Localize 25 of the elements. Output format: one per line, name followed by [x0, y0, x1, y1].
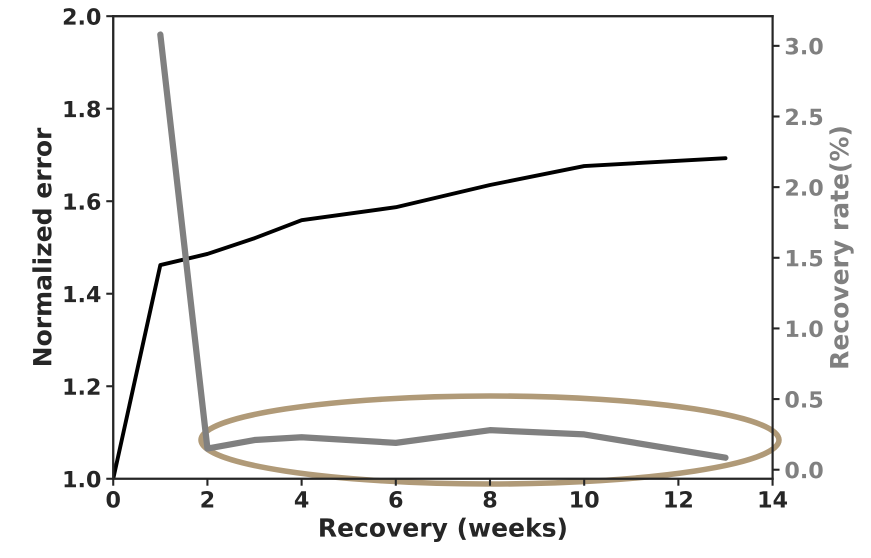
y-tick-label: 1.2 [64, 378, 100, 395]
y2-tick-label: 3.0 [786, 38, 823, 55]
y-tick-label: 1.8 [64, 100, 100, 118]
y2-tick-label: 0.5 [785, 391, 822, 408]
y2-axis-title: Recovery rate(%) [829, 127, 854, 368]
x-tick-label: 10 [571, 490, 599, 508]
x-tick-label: 8 [484, 490, 496, 508]
y2-tick-label: 1.0 [786, 320, 823, 338]
y2-tick-label: 2.5 [786, 108, 822, 126]
x-tick-label: 4 [294, 491, 308, 508]
x-axis-title: Recovery (weeks) [320, 518, 566, 542]
y2-tick-label: 1.5 [786, 250, 822, 267]
x-tick-label: 6 [389, 490, 402, 508]
line-series [113, 156, 728, 479]
x-tick-label: 12 [665, 490, 692, 508]
y-tick-label: 1.6 [64, 193, 100, 210]
y-axis-title: Normalized error [32, 128, 52, 366]
y2-tick-label: 0.0 [785, 462, 823, 478]
x-tick-label: 14 [760, 491, 788, 508]
x-tick-label: 2 [201, 490, 214, 508]
y-tick-label: 1.4 [64, 286, 100, 302]
y-tick-label: 1.0 [64, 470, 100, 488]
y2-tick-label: 2.0 [786, 179, 823, 196]
x-tick-label: 0 [106, 490, 120, 508]
y-tick-label: 2.0 [64, 8, 100, 25]
